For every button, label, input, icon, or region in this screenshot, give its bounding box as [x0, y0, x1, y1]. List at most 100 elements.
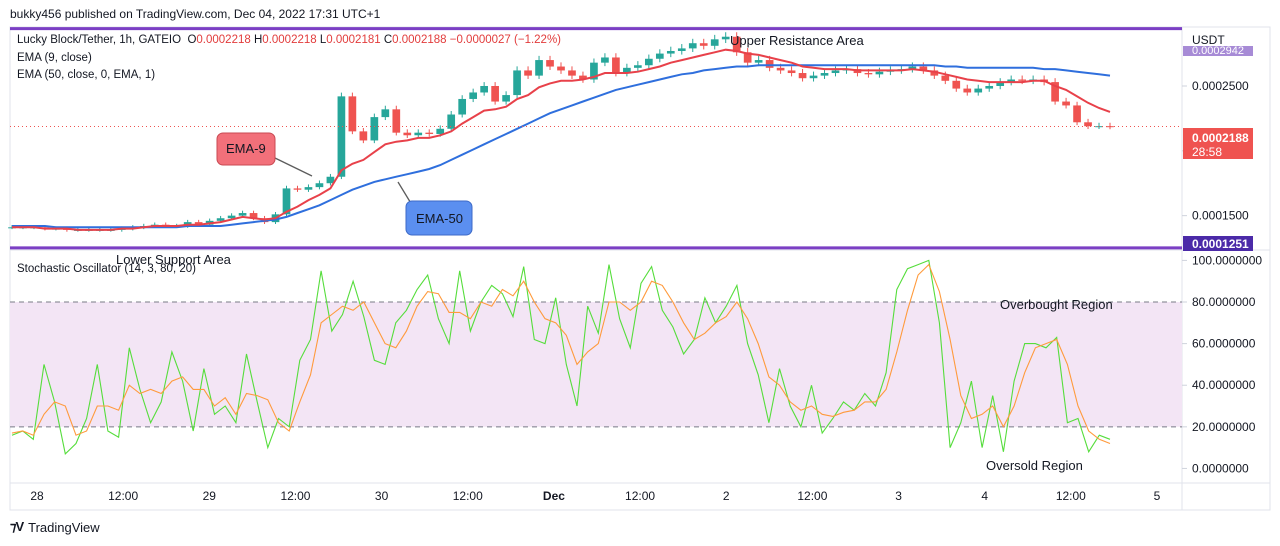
candle-body[interactable] — [381, 109, 390, 118]
candle-body[interactable] — [809, 75, 818, 79]
candle-body[interactable] — [710, 39, 719, 46]
candle-body[interactable] — [447, 114, 456, 129]
stoch-d-line[interactable] — [11, 263, 1111, 445]
candle-body[interactable] — [282, 188, 291, 215]
candle-body[interactable] — [655, 53, 664, 59]
candle-body[interactable] — [227, 215, 236, 219]
candle-body[interactable] — [1073, 105, 1081, 123]
candle-body[interactable] — [392, 109, 401, 133]
candle-body[interactable] — [458, 98, 467, 115]
candle-body[interactable] — [688, 43, 697, 49]
candle-body[interactable] — [315, 183, 324, 188]
ema50-legend[interactable]: EMA (50, close, 0, EMA, 1) — [17, 69, 156, 81]
candle-body[interactable] — [941, 75, 950, 81]
candle-body[interactable] — [216, 218, 225, 221]
candle-body[interactable] — [1095, 126, 1103, 128]
candle-body[interactable] — [721, 36, 730, 40]
candle-body[interactable] — [776, 67, 785, 71]
ema9-callout-box[interactable] — [216, 132, 276, 166]
candle-body[interactable] — [743, 52, 752, 63]
candle-body[interactable] — [524, 70, 532, 76]
candle-body[interactable] — [612, 57, 620, 74]
ema9-line[interactable] — [12, 48, 1111, 231]
candle-body[interactable] — [732, 36, 741, 53]
candle-body[interactable] — [238, 213, 247, 216]
candle-body[interactable] — [370, 117, 379, 141]
candle-body[interactable] — [436, 128, 445, 134]
candle-body[interactable] — [601, 57, 609, 63]
candle-body[interactable] — [579, 75, 587, 80]
candle-body[interactable] — [403, 132, 412, 136]
ema9-legend[interactable]: EMA (9, close) — [17, 52, 92, 64]
time-tick-label: 12:00 — [1056, 489, 1086, 503]
candle-body[interactable] — [1051, 82, 1059, 102]
candle-body[interactable] — [480, 85, 488, 93]
candle-body[interactable] — [985, 85, 994, 89]
candle-body[interactable] — [864, 73, 873, 75]
publisher-line: bukky456 published on TradingView.com, D… — [10, 7, 381, 21]
candle-body[interactable] — [699, 43, 708, 46]
candle-body[interactable] — [469, 92, 478, 99]
candle-body[interactable] — [963, 88, 972, 93]
candle-body[interactable] — [787, 70, 796, 74]
time-tick-label: 12:00 — [797, 489, 827, 503]
candle-body[interactable] — [502, 95, 510, 102]
price-tick-label: 0.0002500 — [1192, 79, 1249, 93]
candle-body[interactable] — [491, 85, 499, 102]
candle-body[interactable] — [513, 70, 521, 96]
candle-body[interactable] — [1018, 79, 1027, 81]
candle-body[interactable] — [974, 88, 983, 93]
candle-body[interactable] — [875, 71, 884, 75]
candle-body[interactable] — [754, 60, 763, 63]
candle-body[interactable] — [535, 60, 543, 76]
candle-body[interactable] — [798, 73, 807, 79]
candle-body[interactable] — [765, 60, 774, 68]
candle-body[interactable] — [337, 96, 346, 177]
candle-body[interactable] — [414, 132, 423, 136]
symbol-legend[interactable]: Lucky Block/Tether, 1h, GATEIO O0.000221… — [17, 34, 561, 46]
tradingview-logo[interactable]: ⁊V TradingView — [10, 519, 100, 535]
candle-body[interactable] — [590, 62, 598, 80]
osc-tick-label: 100.0000000 — [1192, 253, 1262, 267]
candle-body[interactable] — [908, 66, 917, 70]
candle-body[interactable] — [359, 131, 368, 141]
close-value: 0.0002188 — [392, 34, 447, 46]
candle-body[interactable] — [326, 176, 335, 184]
current-price-value: 0.0002188 — [1192, 131, 1249, 145]
ema50-callout-box[interactable] — [405, 200, 473, 236]
ema50-line[interactable] — [12, 64, 1111, 229]
candle-body[interactable] — [425, 132, 434, 134]
candle-body[interactable] — [304, 187, 313, 190]
candle-body[interactable] — [952, 80, 961, 89]
candle-body[interactable] — [930, 70, 939, 76]
candle-body[interactable] — [348, 96, 357, 132]
candle-body[interactable] — [623, 67, 631, 74]
candle-body[interactable] — [634, 65, 642, 68]
overbought-oversold-band — [10, 302, 1182, 427]
candle-body[interactable] — [644, 58, 653, 66]
ema9-callout-pointer — [274, 157, 313, 177]
candle-body[interactable] — [1007, 79, 1016, 83]
candle-body[interactable] — [546, 60, 554, 67]
osc-tick-label: 60.0000000 — [1192, 337, 1256, 351]
candle-body[interactable] — [293, 188, 302, 190]
candle-body[interactable] — [1084, 122, 1092, 127]
candle-body[interactable] — [919, 66, 928, 71]
upper-resistance-label: Upper Resistance Area — [730, 33, 864, 48]
candle-body[interactable] — [249, 213, 258, 219]
candle-body[interactable] — [568, 70, 576, 76]
stoch-k-line[interactable] — [11, 259, 1111, 455]
candle-body[interactable] — [557, 66, 565, 71]
candle-body[interactable] — [820, 73, 829, 76]
open-value: 0.0002218 — [196, 34, 251, 46]
tradingview-brand: TradingView — [28, 519, 100, 535]
candle-body[interactable] — [194, 222, 203, 225]
candle-body[interactable] — [996, 82, 1005, 86]
candle-body[interactable] — [831, 70, 840, 74]
candle-body[interactable] — [1062, 101, 1070, 106]
price-pane-frame — [9, 26, 1271, 251]
high-label: H — [253, 34, 263, 46]
candle-body[interactable] — [677, 48, 686, 51]
candle-body[interactable] — [666, 50, 675, 54]
